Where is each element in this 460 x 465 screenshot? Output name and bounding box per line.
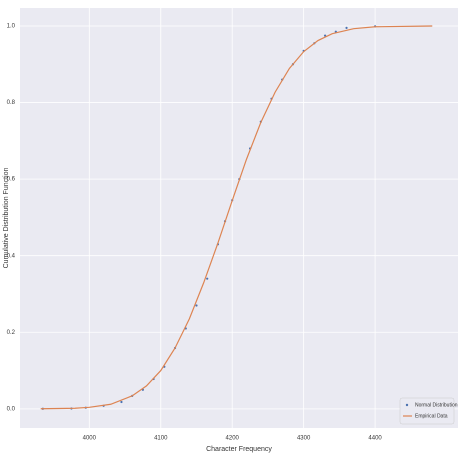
y-tick-label: 0.2 bbox=[7, 330, 16, 336]
y-tick-label: 0.0 bbox=[7, 406, 16, 412]
y-tick-label: 0.4 bbox=[7, 253, 16, 259]
legend: Normal Distribution Empirical Data bbox=[399, 397, 458, 425]
point bbox=[120, 400, 123, 404]
x-tick-label: 4400 bbox=[368, 436, 382, 442]
point bbox=[206, 277, 209, 280]
y-tick-label: 1.0 bbox=[7, 24, 16, 30]
legend-label: Empirical Data bbox=[415, 413, 448, 419]
x-tick-label: 4200 bbox=[226, 436, 240, 442]
y-tick-label: 0.6 bbox=[7, 177, 16, 183]
line bbox=[40, 25, 433, 410]
point bbox=[345, 26, 348, 30]
x-tick-label: 4300 bbox=[297, 436, 311, 442]
x-tick-label: 4100 bbox=[154, 436, 168, 442]
x-tick-label: 4000 bbox=[83, 436, 97, 442]
point bbox=[195, 304, 198, 307]
legend-box bbox=[399, 397, 455, 425]
legend-marker bbox=[405, 403, 409, 407]
point bbox=[323, 34, 327, 37]
y-tick-label: 0.8 bbox=[7, 100, 16, 106]
legend-label: Normal Distribution bbox=[415, 402, 458, 408]
x-axis-label: Character Frequency bbox=[206, 446, 272, 453]
y-axis-label: Cumulative Distribution Function bbox=[3, 168, 10, 269]
plot-area bbox=[20, 8, 458, 428]
